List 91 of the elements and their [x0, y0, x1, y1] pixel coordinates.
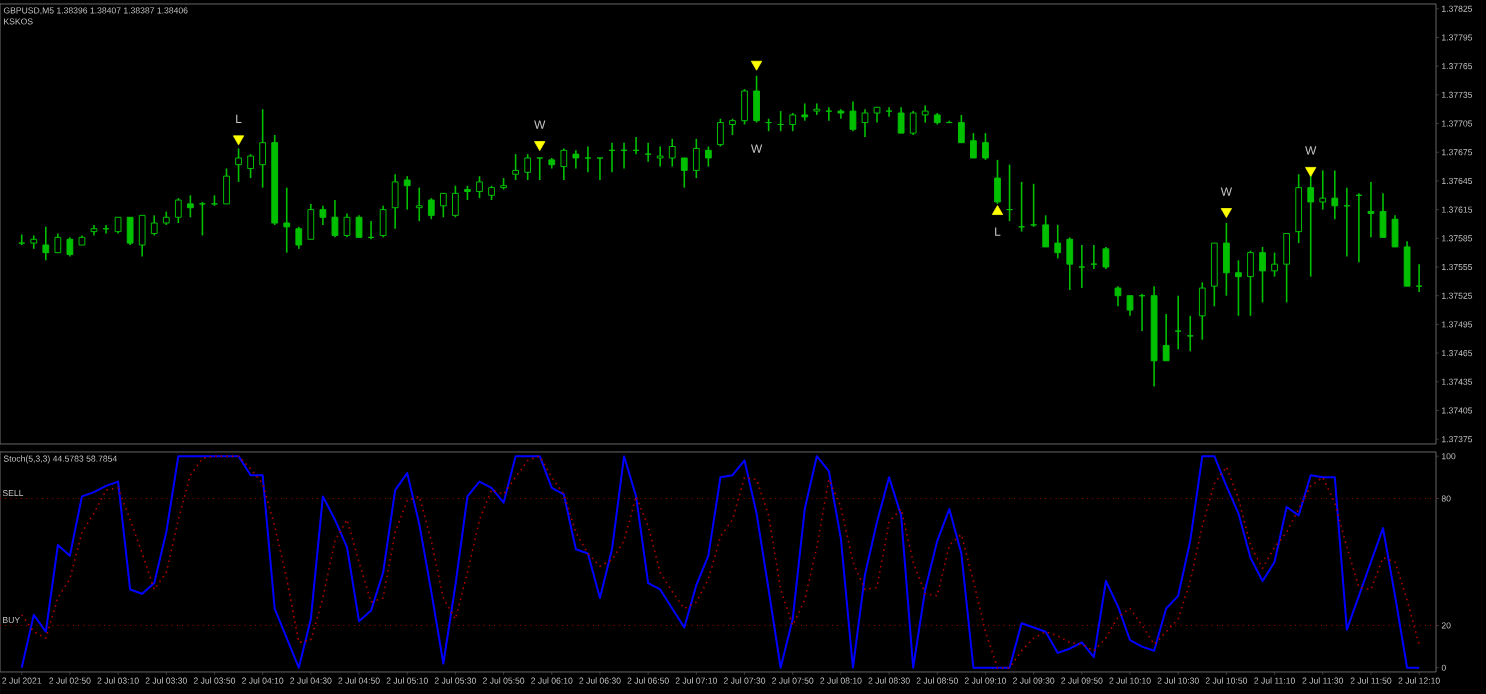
point — [534, 141, 546, 151]
candlestick — [1247, 249, 1254, 317]
candlestick — [1379, 192, 1387, 239]
candlestick — [970, 132, 977, 159]
point — [1305, 167, 1317, 177]
candlestick — [1042, 214, 1050, 248]
candlestick — [174, 197, 182, 224]
candlestick — [1259, 246, 1266, 304]
candlestick — [427, 197, 435, 220]
candlestick — [343, 212, 351, 239]
point — [750, 60, 763, 71]
candlestick — [331, 199, 339, 239]
candlestick — [223, 167, 230, 205]
candlestick — [1307, 171, 1315, 278]
candlestick — [403, 175, 411, 211]
candlestick — [560, 147, 568, 181]
candlestick — [54, 232, 62, 254]
point — [991, 205, 1004, 215]
candlestick — [644, 141, 652, 163]
candlestick — [704, 145, 712, 168]
candlestick — [186, 194, 194, 219]
candlestick — [789, 112, 797, 132]
candlestick — [307, 203, 315, 241]
candlestick — [379, 205, 387, 239]
candlestick — [415, 186, 423, 222]
candlestick — [391, 173, 399, 230]
candlestick — [861, 108, 869, 138]
candlestick — [1186, 315, 1194, 352]
candlestick — [235, 147, 242, 183]
candlestick — [259, 108, 267, 189]
candlestick — [813, 102, 821, 116]
candlestick — [801, 102, 809, 122]
candlestick — [1126, 294, 1134, 317]
candlestick — [1198, 281, 1206, 341]
candlestick — [66, 236, 74, 258]
candlestick — [1078, 244, 1086, 289]
candlestick — [572, 149, 580, 170]
candlestick — [150, 214, 158, 237]
candlestick — [1271, 251, 1278, 278]
candlestick — [126, 216, 134, 246]
candlestick — [825, 106, 833, 122]
candlestick — [717, 117, 724, 148]
candlestick — [1403, 240, 1411, 287]
candlestick — [1090, 244, 1098, 270]
candlestick — [1223, 222, 1230, 297]
candlestick — [885, 106, 893, 118]
candlestick — [524, 153, 532, 181]
candlestick — [512, 153, 520, 181]
candlestick — [1235, 259, 1242, 317]
candlestick — [1319, 169, 1327, 211]
candlestick — [138, 214, 146, 258]
candlestick — [452, 184, 459, 219]
candlestick — [1283, 232, 1291, 304]
candlestick — [1391, 214, 1399, 248]
candlestick — [982, 132, 989, 161]
candlestick — [909, 110, 917, 136]
candlestick — [247, 153, 254, 179]
candlestick — [753, 74, 760, 124]
candlestick — [1210, 242, 1218, 308]
candlestick — [680, 157, 688, 189]
candlestick — [692, 138, 700, 179]
candlestick — [319, 205, 327, 226]
candlestick — [897, 106, 905, 134]
candlestick — [1174, 294, 1182, 351]
candlestick — [476, 175, 483, 199]
candlestick — [584, 145, 592, 174]
candlestick — [355, 214, 363, 239]
candlestick — [439, 192, 447, 219]
candlestick — [1331, 169, 1339, 220]
candlestick — [1367, 181, 1375, 239]
candlestick — [42, 226, 50, 262]
candlestick — [536, 157, 544, 181]
candlestick — [957, 114, 965, 144]
candlestick — [1030, 183, 1038, 228]
candlestick — [18, 233, 26, 246]
candlestick — [1114, 285, 1122, 308]
point — [232, 135, 245, 146]
candlestick — [1295, 173, 1303, 244]
candlestick — [283, 186, 291, 254]
candlestick — [1066, 236, 1074, 291]
candlestick — [994, 159, 1001, 205]
candlestick — [1054, 224, 1062, 260]
candlestick — [295, 226, 303, 250]
candlestick — [656, 145, 664, 168]
point — [1220, 208, 1232, 218]
candlestick — [596, 157, 604, 181]
candlestick — [668, 138, 676, 168]
candlestick — [741, 88, 748, 126]
candlestick — [849, 100, 857, 132]
candlestick — [1162, 313, 1170, 362]
candlestick — [1102, 246, 1110, 270]
